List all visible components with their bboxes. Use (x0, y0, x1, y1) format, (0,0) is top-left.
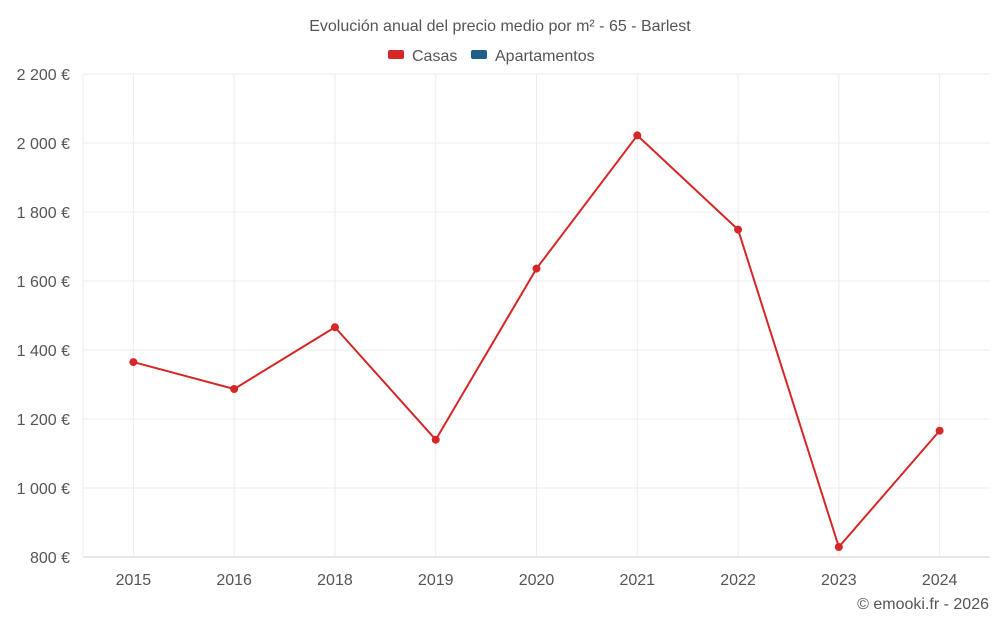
data-point[interactable] (734, 225, 743, 234)
legend-label-casas: Casas (412, 48, 457, 65)
data-point[interactable] (431, 435, 440, 444)
data-point[interactable] (834, 542, 843, 551)
data-point[interactable] (330, 323, 339, 332)
y-tick-label: 1 200 € (17, 412, 70, 429)
credit-text: © emooki.fr - 2026 (857, 596, 989, 613)
x-axis: 2015 2016 2018 2019 2020 2021 2022 2023 2024 (116, 572, 958, 589)
x-tick-label: 2024 (922, 572, 958, 589)
grid (83, 73, 990, 558)
x-tick-label: 2016 (216, 572, 252, 589)
series-casas (129, 131, 944, 551)
x-tick-label: 2015 (116, 572, 152, 589)
legend-swatch-apartamentos (471, 50, 487, 59)
data-point[interactable] (633, 131, 642, 140)
x-tick-label: 2021 (619, 572, 655, 589)
legend-swatch-casas (388, 50, 404, 59)
y-tick-label: 800 € (30, 550, 70, 567)
x-tick-label: 2023 (821, 572, 857, 589)
legend-item-casas[interactable]: Casas (388, 48, 457, 65)
data-point[interactable] (129, 358, 138, 367)
legend-item-apartamentos[interactable]: Apartamentos (471, 48, 595, 65)
y-axis: 800 € 1 000 € 1 200 € 1 400 € 1 600 € 1 800 €… (17, 67, 84, 567)
y-tick-label: 1 000 € (17, 481, 70, 498)
x-tick-label: 2022 (720, 572, 756, 589)
data-point[interactable] (935, 426, 944, 435)
data-point[interactable] (230, 384, 239, 393)
legend: Casas Apartamentos (388, 48, 595, 65)
y-tick-label: 1 600 € (17, 274, 70, 291)
x-tick-label: 2019 (418, 572, 454, 589)
y-tick-label: 1 800 € (17, 205, 70, 222)
y-tick-label: 2 200 € (17, 67, 70, 84)
legend-label-apartamentos: Apartamentos (495, 48, 595, 65)
chart-title: Evolución anual del precio medio por m² … (309, 18, 691, 35)
data-point[interactable] (532, 264, 541, 273)
y-tick-label: 1 400 € (17, 343, 70, 360)
x-tick-label: 2018 (317, 572, 353, 589)
y-tick-label: 2 000 € (17, 136, 70, 153)
x-tick-label: 2020 (519, 572, 555, 589)
